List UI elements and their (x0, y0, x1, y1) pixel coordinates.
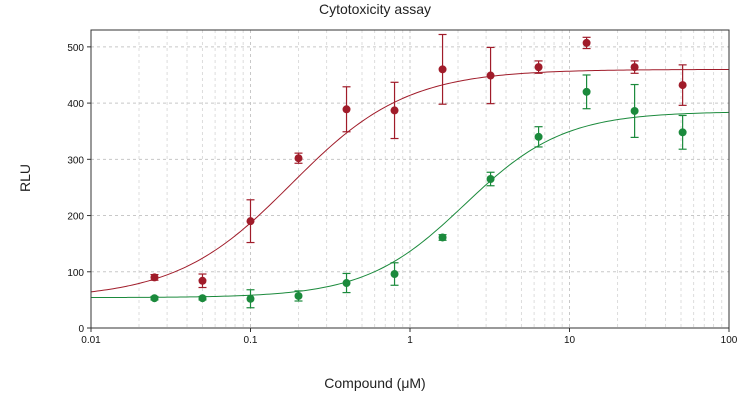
data-point (486, 175, 495, 183)
x-axis-label: Compound (μM) (324, 375, 425, 391)
x-tick-label: 100 (721, 335, 738, 346)
data-point (150, 273, 159, 282)
data-point (678, 128, 687, 137)
tick-labels: 0.01 0.1 1 10 100 0 100 200 300 400 500 (67, 43, 737, 346)
data-points (150, 38, 687, 303)
grid-layer (91, 30, 729, 328)
data-point (582, 87, 591, 96)
data-point (390, 270, 399, 279)
y-tick-label: 500 (67, 43, 84, 54)
y-tick-label: 0 (78, 324, 84, 335)
data-point (486, 71, 495, 80)
x-tick-label: 1 (407, 335, 413, 346)
data-point (534, 63, 543, 72)
chart-title: Cytotoxicity assay (319, 1, 431, 17)
y-tick-label: 100 (67, 268, 84, 279)
y-axis-label: RLU (17, 164, 33, 192)
data-point (294, 154, 303, 163)
fit-curve-1 (90, 68, 729, 293)
data-point (678, 81, 687, 90)
y-tick-label: 200 (67, 212, 84, 223)
y-tick-label: 300 (67, 155, 84, 166)
data-point (198, 276, 207, 285)
data-point (294, 291, 303, 300)
data-point (630, 106, 639, 115)
y-tick-label: 400 (67, 99, 84, 110)
data-point (198, 294, 207, 303)
data-point (438, 233, 447, 242)
x-tick-label: 0.1 (244, 335, 258, 346)
fit-curves (90, 68, 730, 299)
data-point (390, 106, 399, 115)
fit-curve-2 (90, 111, 730, 299)
data-point (246, 217, 255, 226)
data-point (534, 132, 543, 141)
data-point (150, 294, 159, 303)
data-point (246, 294, 255, 303)
x-tick-label: 10 (564, 335, 576, 346)
error-bars (150, 33, 687, 309)
data-point (342, 279, 351, 288)
data-point (630, 63, 639, 72)
data-point (438, 65, 447, 74)
data-point (342, 105, 351, 114)
data-point (582, 38, 591, 47)
x-tick-label: 0.01 (81, 335, 101, 346)
